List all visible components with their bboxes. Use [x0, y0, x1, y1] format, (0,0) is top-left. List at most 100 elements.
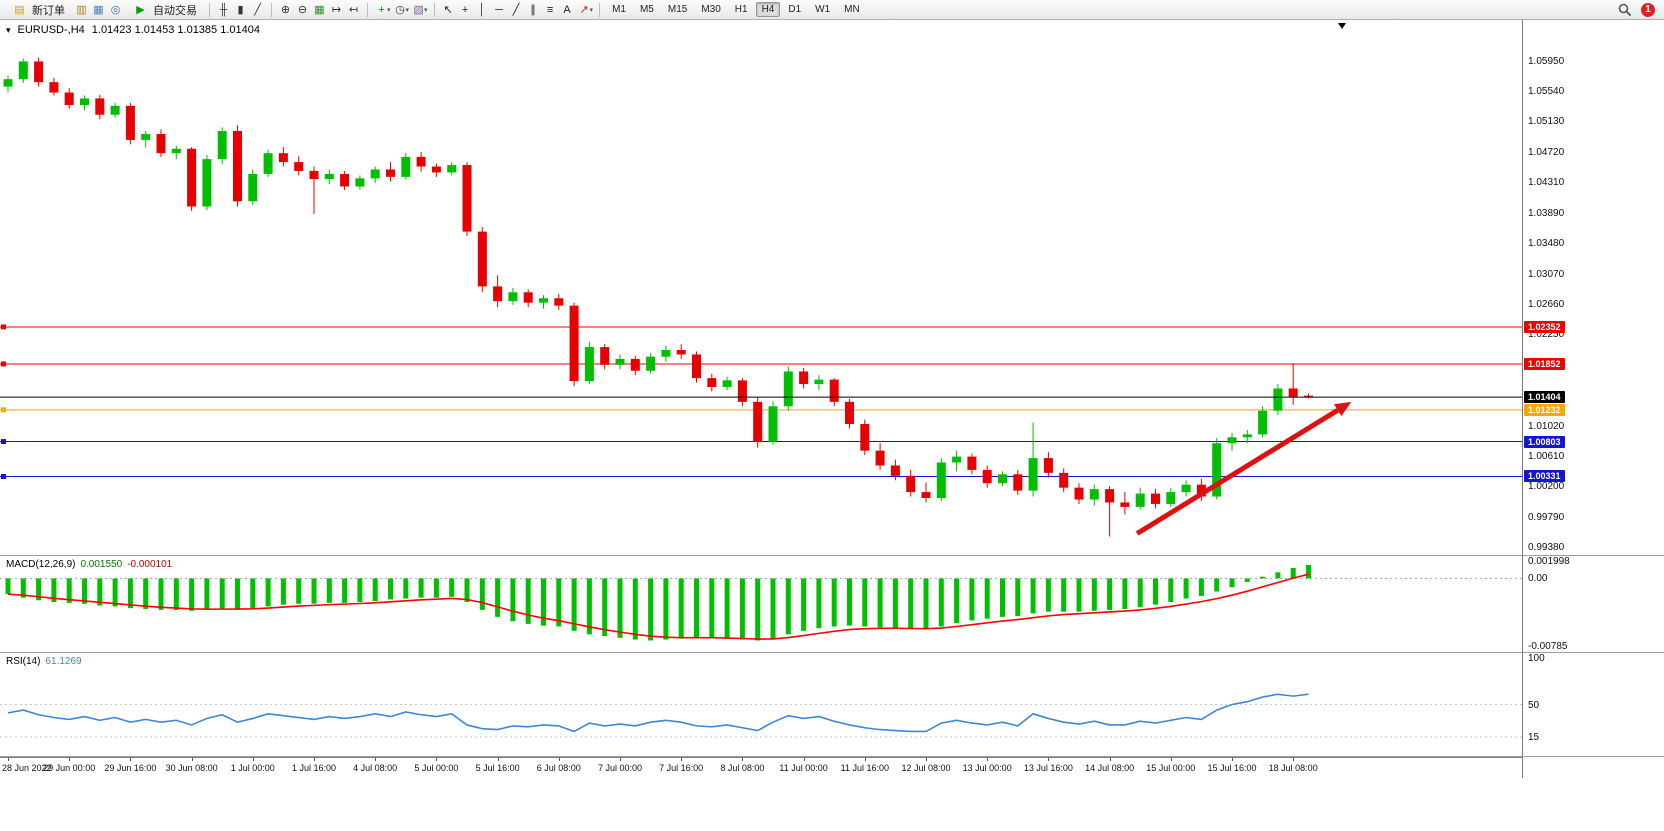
drawing-tools-group: ↖ + │ ─ ╱ ∥ ≡ A ↗ ▾	[440, 2, 595, 18]
time-axis-label: 11 Jul 16:00	[840, 763, 889, 773]
rsi-axis-label: 15	[1528, 732, 1540, 744]
price-line-badge: 1.00331	[1524, 470, 1565, 483]
macd-axis-label: 0.00	[1528, 573, 1548, 585]
time-axis-tick	[620, 758, 621, 761]
trendline-icon[interactable]: ╱	[512, 3, 520, 16]
time-axis-label: 7 Jul 00:00	[597, 763, 643, 773]
macd-scale[interactable]: 0.001998 0.00 -0.00785	[1522, 556, 1664, 652]
data-window-icon[interactable]: ▦	[93, 3, 104, 16]
timeframe-w1-button[interactable]: W1	[815, 4, 831, 15]
time-axis-label: 11 Jul 00:00	[779, 763, 828, 773]
price-axis-label: 1.05540	[1528, 86, 1565, 98]
chart-types-group: ╫ ▮ ╱	[215, 2, 266, 18]
search-icon[interactable]	[1618, 3, 1632, 17]
periods-icon[interactable]: ◷	[395, 3, 405, 16]
rsi-indicator-panel[interactable]: RSI(14) 61.1269	[0, 653, 1522, 756]
time-axis-tick	[8, 758, 9, 761]
price-axis-label: 0.99790	[1528, 511, 1565, 523]
channel-icon[interactable]: ∥	[530, 3, 536, 16]
new-order-label: 新订单	[32, 4, 65, 17]
macd-axis-label: 0.001998	[1528, 556, 1570, 567]
price-axis-label: 1.04720	[1528, 146, 1565, 158]
time-scale[interactable]: 28 Jun 2022 29 Jun 00:00 29 Jun 16:00 30 Ju…	[0, 757, 1664, 778]
candlestick-chart-icon[interactable]: ▮	[237, 3, 244, 16]
candlestick-chart[interactable]	[0, 20, 1522, 555]
zoom-out-icon[interactable]: ⊖	[297, 3, 308, 16]
time-axis-label: 12 Jul 08:00	[901, 763, 951, 773]
chart-profiles-icon[interactable]: ▥	[76, 3, 87, 16]
auto-trading-button[interactable]: ▶ 自动交易	[125, 0, 204, 20]
price-axis-label: 1.02250	[1528, 329, 1565, 341]
main-toolbar: ▤ 新订单 ▥ ▦ ◎ ▶ 自动交易 ╫ ▮ ╱ ⊕ ⊖ ▦ ↦ ↤ + ▾ ◷ ▾ ▧ ▾ ↖ + │ ─ ╱ ∥…	[0, 0, 1664, 20]
cursor-icon[interactable]: ↖	[443, 3, 453, 16]
timeframe-d1-button[interactable]: D1	[788, 4, 802, 15]
time-axis-label: 29 Jun 16:00	[104, 763, 157, 773]
time-axis-label: 15 Jul 16:00	[1207, 763, 1257, 773]
price-chart-panel[interactable]: ▾ EURUSD-,H4 1.01423 1.01453 1.01385 1.0…	[0, 20, 1522, 555]
tile-windows-icon[interactable]: ▦	[314, 3, 325, 16]
time-axis-tick	[926, 758, 927, 761]
rsi-value: 61.1269	[45, 656, 82, 667]
price-scale[interactable]: 1.05950 1.05540 1.05130 1.04720 1.04310 1.038…	[1522, 20, 1664, 555]
macd-label: MACD(12,26,9) 0.001550 -0.000101	[6, 559, 172, 570]
panel-divider[interactable]	[0, 555, 1664, 556]
timeframe-m30-button[interactable]: M30	[701, 4, 721, 15]
timeframe-h4-button[interactable]: H4	[755, 2, 781, 17]
price-axis-label: 1.03890	[1528, 208, 1565, 220]
rsi-scale[interactable]: 100 50 15	[1522, 653, 1664, 756]
time-axis-tick	[130, 758, 132, 761]
time-axis-tick	[314, 758, 315, 761]
timeframe-mn-button[interactable]: MN	[844, 4, 860, 15]
time-axis-label: 13 Jul 00:00	[962, 763, 1012, 773]
panel-divider	[0, 756, 1664, 757]
time-axis-tick	[803, 758, 805, 761]
price-axis-label: 1.00200	[1528, 481, 1565, 493]
notification-badge[interactable]: 1	[1641, 2, 1655, 17]
time-axis-label: 1 Jul 16:00	[291, 763, 337, 773]
time-axis-tick	[987, 758, 989, 761]
text-icon[interactable]: A	[563, 3, 571, 16]
toolbar-separator	[599, 2, 601, 17]
price-axis-label: 1.02660	[1528, 299, 1565, 311]
timeframe-m1-button[interactable]: M1	[612, 4, 626, 15]
rsi-axis-label: 50	[1528, 699, 1540, 711]
horizontal-line-icon[interactable]: ─	[495, 3, 503, 16]
time-axis-label: 28 Jun 2022	[2, 763, 52, 773]
indicators-caret-icon[interactable]: ▾	[387, 6, 391, 14]
auto-scroll-icon[interactable]: ↦	[331, 3, 342, 16]
price-axis-label: 1.05130	[1528, 116, 1565, 128]
panel-divider[interactable]	[0, 652, 1664, 653]
arrows-caret-icon[interactable]: ▾	[589, 6, 594, 14]
zoom-in-icon[interactable]: ⊕	[280, 3, 291, 16]
arrows-icon[interactable]: ↗	[579, 3, 589, 16]
new-order-button[interactable]: ▤ 新订单	[4, 0, 72, 20]
vertical-line-icon[interactable]: │	[478, 3, 486, 16]
toolbar-separator	[367, 2, 368, 17]
time-axis-tick	[681, 758, 683, 761]
rsi-chart[interactable]	[0, 653, 1522, 756]
bar-chart-icon[interactable]: ╫	[219, 3, 228, 16]
chart-shift-icon[interactable]: ↤	[348, 3, 359, 16]
one-click-trading-icon[interactable]: ▾	[6, 24, 11, 35]
indicators-icon[interactable]: +	[378, 3, 385, 16]
price-axis-label: 1.04310	[1528, 177, 1565, 189]
line-chart-icon[interactable]: ╱	[254, 3, 261, 16]
chart-title: ▾ EURUSD-,H4 1.01423 1.01453 1.01385 1.0…	[6, 24, 260, 36]
fibonacci-icon[interactable]: ≡	[546, 3, 554, 16]
templates-icon[interactable]: ▧	[413, 3, 424, 16]
navigator-icon[interactable]: ◎	[110, 3, 121, 16]
window-tools-group: ▥ ▦ ◎	[73, 2, 124, 18]
time-axis-label: 15 Jul 00:00	[1146, 763, 1196, 773]
crosshair-icon[interactable]: +	[461, 3, 469, 16]
templates-caret-icon[interactable]: ▾	[424, 6, 428, 14]
periods-caret-icon[interactable]: ▾	[405, 6, 410, 14]
macd-indicator-panel[interactable]: MACD(12,26,9) 0.001550 -0.000101	[0, 556, 1522, 652]
time-axis-label: 14 Jul 08:00	[1085, 763, 1135, 773]
timeframe-m5-button[interactable]: M5	[639, 4, 654, 15]
macd-chart[interactable]	[0, 556, 1522, 652]
price-line-badge: 1.01404	[1524, 391, 1565, 404]
timeframe-h1-button[interactable]: H1	[734, 4, 748, 15]
timeframe-m15-button[interactable]: M15	[667, 4, 688, 15]
time-axis-label: 5 Jul 00:00	[414, 763, 459, 773]
price-axis-label: 1.03480	[1528, 238, 1565, 250]
